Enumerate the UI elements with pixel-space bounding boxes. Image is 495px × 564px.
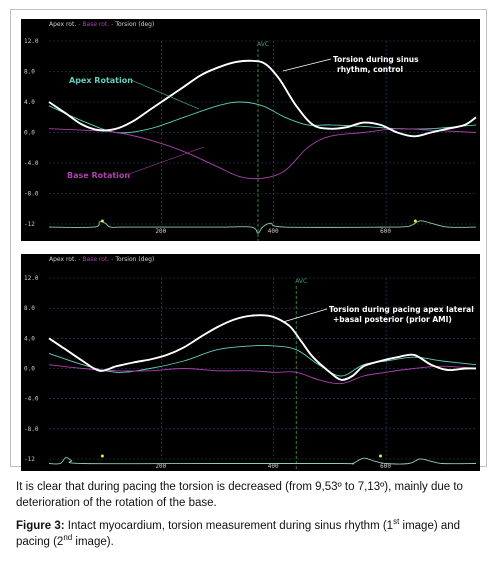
figure: 12.0 8.0 4.0 0.0 -4.0 -8.0 -12 200 400 600 AVC Tors…	[10, 9, 487, 471]
y-tick-label: -4.0	[24, 396, 39, 403]
avc-label: AVC	[295, 278, 307, 285]
y-tick-label: 4.0	[24, 335, 35, 342]
x-tick-label: 400	[268, 228, 279, 235]
apex-annotation: Apex Rotation	[69, 76, 133, 85]
x-tick-label: 600	[380, 463, 391, 470]
chart-header: Apex rot. - Base rot. - Torsion (deg)	[49, 256, 155, 263]
header-base: Base rot.	[82, 256, 110, 263]
y-tick-label: 8.0	[24, 305, 35, 312]
figure-label: Figure 3:	[16, 520, 65, 532]
base-annotation: Base Rotation	[67, 171, 130, 180]
torsion-rotation-line	[48, 59, 477, 138]
chart-header: Apex rot. - Base rot. - Torsion (deg)	[49, 21, 155, 28]
figure-caption: Figure 3: Intact myocardium, torsion mea…	[16, 517, 461, 548]
base-rotation-line	[48, 128, 477, 180]
ecg-trace	[48, 456, 477, 465]
y-tick-label: 0.0	[24, 130, 35, 137]
torsion-annotation-leader	[282, 58, 332, 72]
ecg-marker	[100, 219, 104, 223]
x-tick-label: 400	[268, 463, 279, 470]
chart-panel-sinus-rhythm: 12.0 8.0 4.0 0.0 -4.0 -8.0 -12 200 400 600 AVC Tors…	[21, 19, 480, 241]
y-tick-label: -8.0	[24, 191, 39, 198]
y-tick-label: -4.0	[24, 160, 39, 167]
caption-text: It is clear that during pacing the torsi…	[16, 481, 463, 509]
torsion-rotation-line	[48, 314, 477, 381]
y-tick-label: -12	[24, 456, 35, 463]
x-tick-label: 600	[380, 228, 391, 235]
torsion-annotation: Torsion during sinus rhythm, control	[333, 55, 419, 74]
y-tick-label: 0.0	[24, 366, 35, 373]
y-tick-label: 8.0	[24, 69, 35, 76]
avc-label: AVC	[257, 41, 269, 48]
ecg-marker	[100, 454, 104, 458]
header-base: Base rot.	[82, 21, 110, 28]
header-torsion: Torsion (deg)	[115, 21, 155, 28]
header-apex: Apex rot.	[49, 256, 77, 263]
torsion-annotation: Torsion during pacing apex lateral +basal…	[329, 305, 474, 324]
torsion-chart-2: 12.0 8.0 4.0 0.0 -4.0 -8.0 -12 200 400 600 AVC Tors…	[24, 275, 477, 471]
y-tick-label: 12.0	[24, 38, 39, 45]
y-tick-label: -8.0	[24, 426, 39, 433]
y-tick-label: 12.0	[24, 275, 39, 282]
ecg-marker	[413, 219, 417, 223]
x-tick-label: 200	[155, 463, 166, 470]
header-torsion: Torsion (deg)	[115, 256, 155, 263]
x-tick-label: 200	[155, 228, 166, 235]
base-rotation-line	[48, 364, 477, 385]
ecg-trace	[48, 220, 477, 234]
base-annotation-leader	[128, 146, 205, 175]
y-tick-label: -12	[24, 221, 35, 228]
apex-annotation-leader	[130, 79, 200, 110]
torsion-chart-1: 12.0 8.0 4.0 0.0 -4.0 -8.0 -12 200 400 600 AVC Tors…	[24, 38, 477, 241]
header-apex: Apex rot.	[49, 21, 77, 28]
ecg-marker	[378, 454, 382, 458]
y-tick-label: 4.0	[24, 99, 35, 106]
apex-rotation-line	[48, 101, 477, 134]
chart-panel-pacing: 12.0 8.0 4.0 0.0 -4.0 -8.0 -12 200 400 600 AVC Tors…	[21, 254, 480, 471]
torsion-annotation-leader	[282, 308, 328, 323]
